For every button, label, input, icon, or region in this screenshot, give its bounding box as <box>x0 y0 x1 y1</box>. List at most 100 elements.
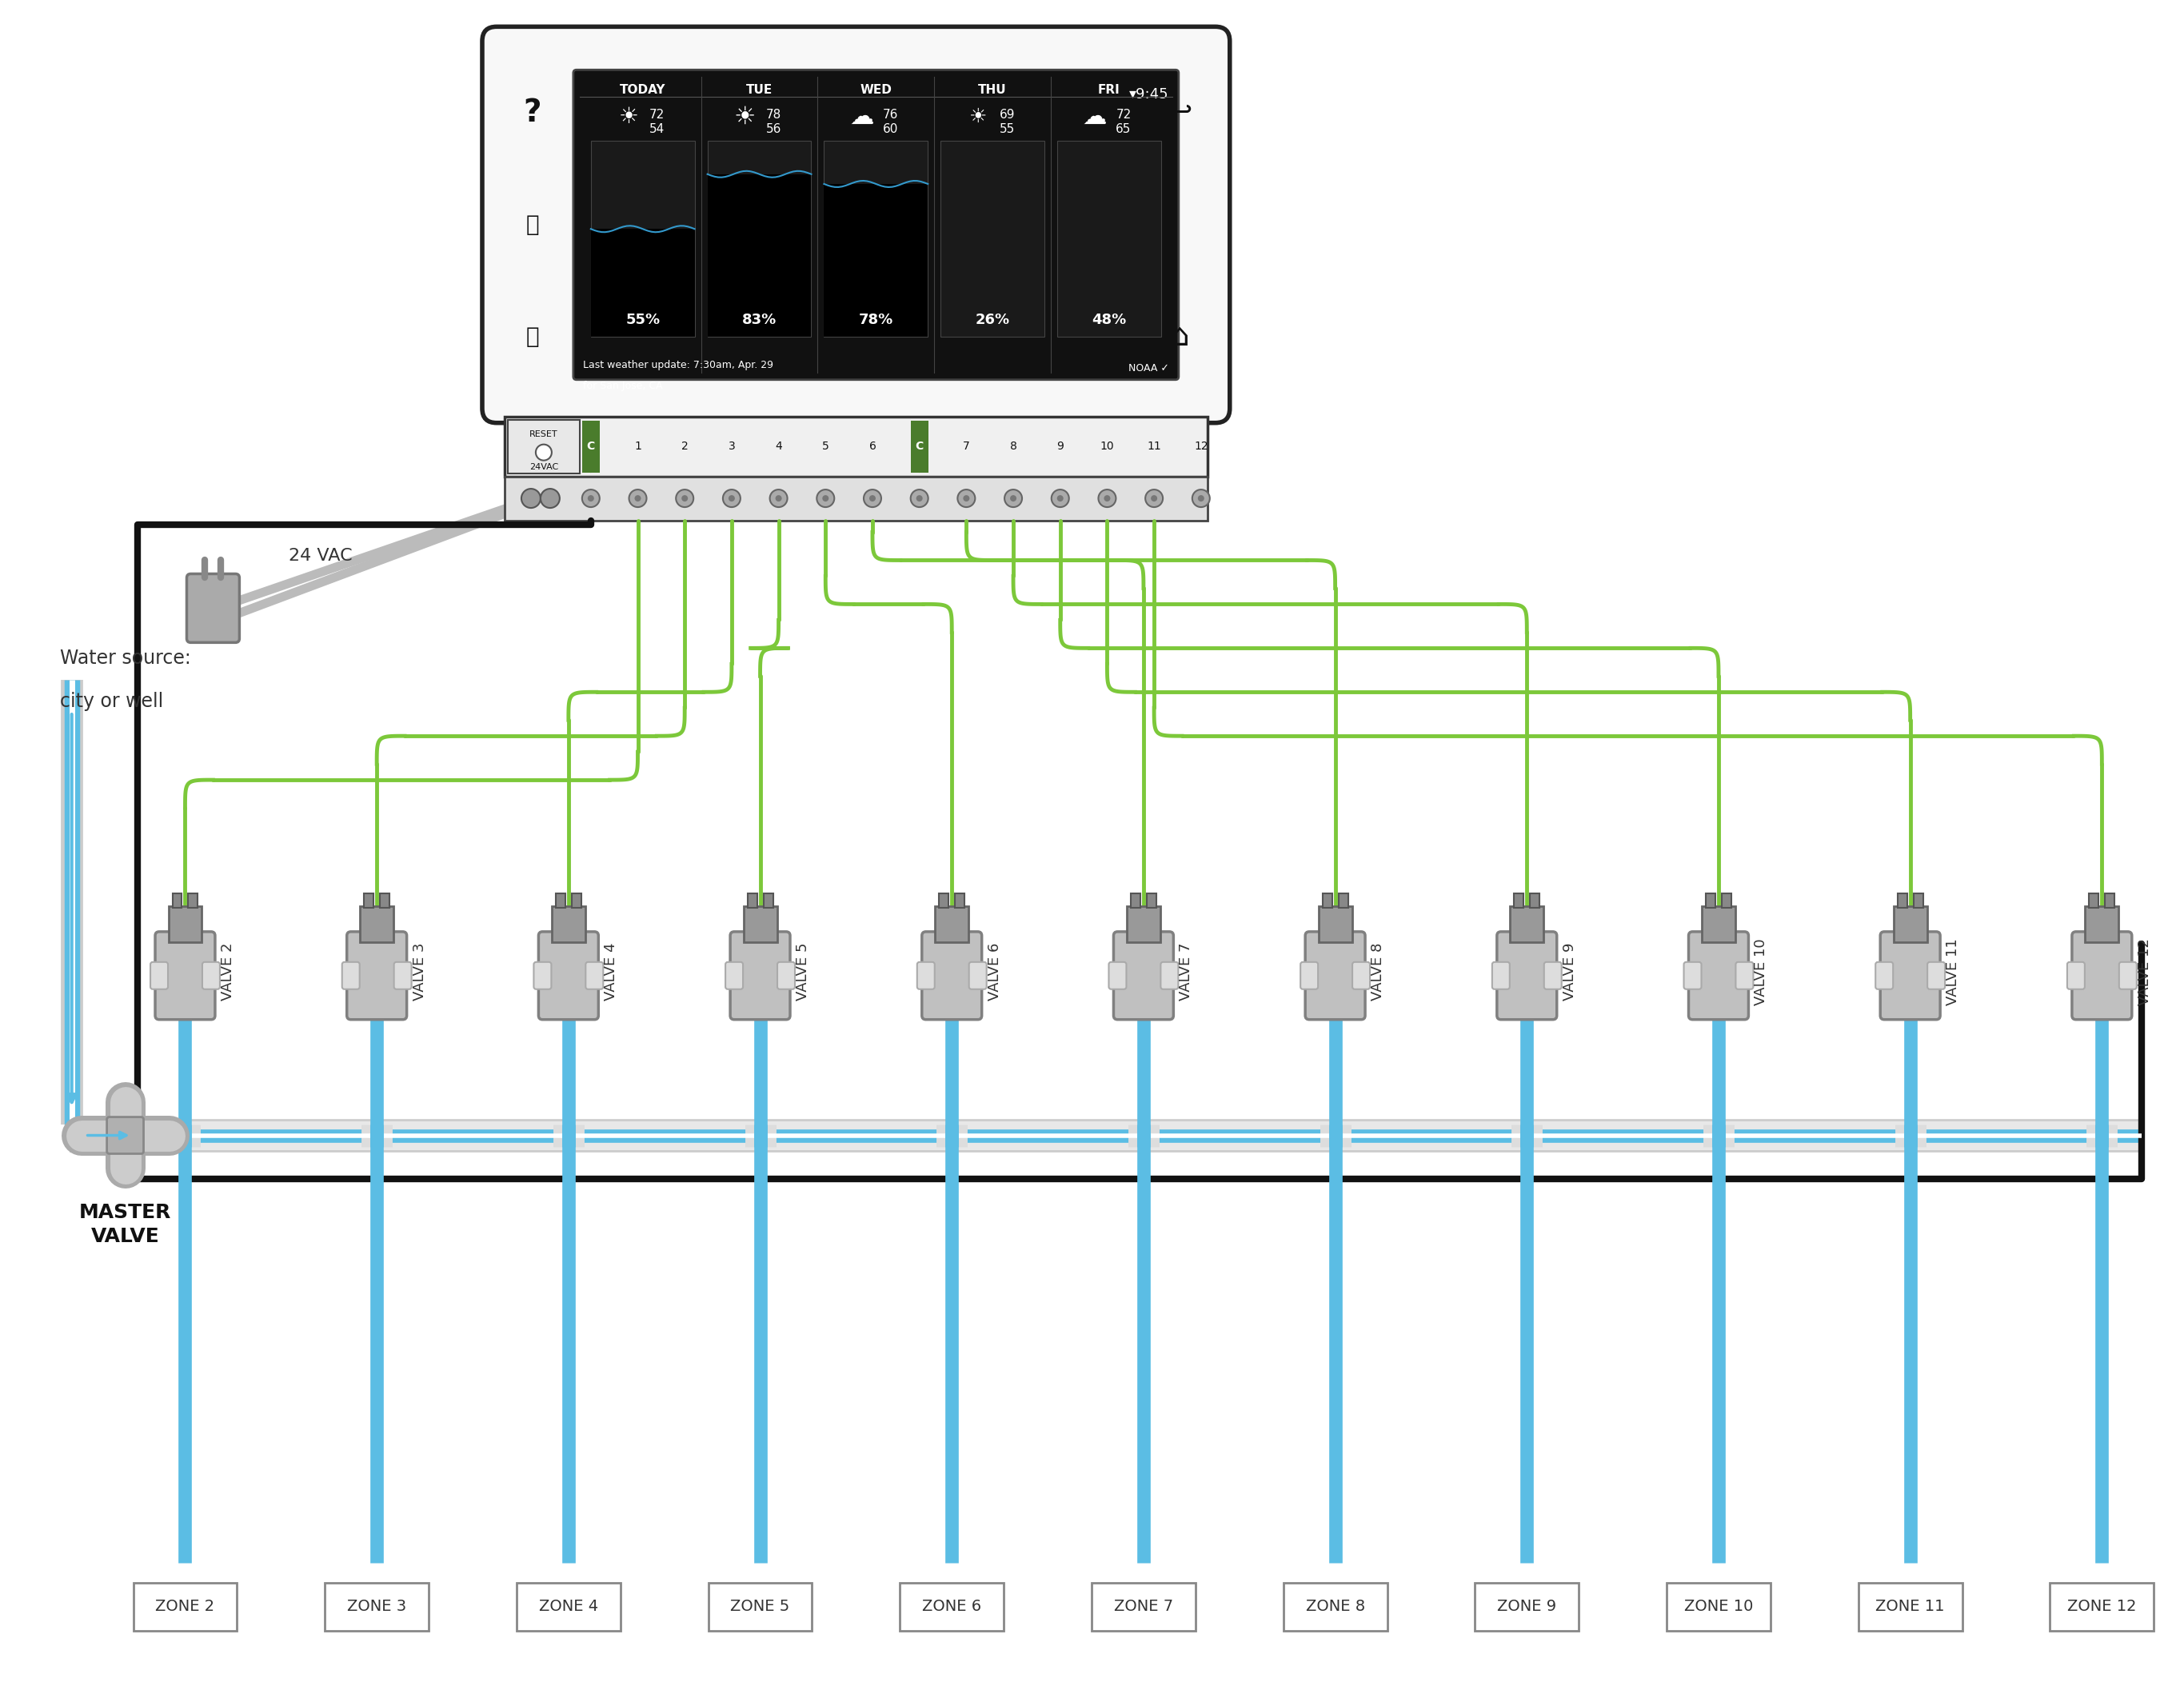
FancyBboxPatch shape <box>725 962 743 989</box>
FancyBboxPatch shape <box>533 962 550 989</box>
Text: VALVE 6: VALVE 6 <box>987 943 1002 1001</box>
Circle shape <box>1192 490 1210 507</box>
Text: VALVE 3: VALVE 3 <box>413 943 426 1001</box>
Bar <box>188 894 199 907</box>
Bar <box>572 894 581 907</box>
FancyBboxPatch shape <box>1160 962 1177 989</box>
Bar <box>1324 894 1332 907</box>
Text: 56: 56 <box>767 123 782 136</box>
Bar <box>2105 894 2114 907</box>
Text: VALVE 4: VALVE 4 <box>605 943 618 1001</box>
Bar <box>1514 894 1524 907</box>
Circle shape <box>675 490 695 507</box>
Bar <box>1339 894 1348 907</box>
Bar <box>1127 905 1160 943</box>
Text: ZONE 4: ZONE 4 <box>539 1600 598 1613</box>
Text: RESET: RESET <box>529 431 557 439</box>
Bar <box>553 905 585 943</box>
Bar <box>1474 1583 1579 1631</box>
Text: Water source:: Water source: <box>59 648 190 669</box>
Text: VALVE 5: VALVE 5 <box>795 943 810 1001</box>
Bar <box>935 905 970 943</box>
Bar <box>1894 905 1926 943</box>
FancyBboxPatch shape <box>151 962 168 989</box>
FancyBboxPatch shape <box>778 962 795 989</box>
Text: THU: THU <box>978 83 1007 97</box>
Bar <box>2090 894 2099 907</box>
Text: ZONE 9: ZONE 9 <box>1498 1600 1557 1613</box>
Text: ☁: ☁ <box>1083 106 1107 129</box>
Bar <box>505 477 1208 521</box>
FancyBboxPatch shape <box>970 962 987 989</box>
Bar <box>592 230 695 337</box>
Text: VALVE 10: VALVE 10 <box>1754 938 1769 1006</box>
Text: ZONE 11: ZONE 11 <box>1876 1600 1944 1613</box>
Text: 65: 65 <box>1116 123 1131 136</box>
Bar <box>380 894 389 907</box>
Text: 76: 76 <box>882 109 898 121</box>
Circle shape <box>917 495 922 502</box>
Bar <box>708 1583 812 1631</box>
Bar <box>1057 141 1162 337</box>
Bar <box>583 420 601 473</box>
Bar <box>133 1583 238 1631</box>
FancyBboxPatch shape <box>186 574 240 643</box>
Bar <box>173 894 181 907</box>
Bar <box>743 905 778 943</box>
Text: TUE: TUE <box>747 83 773 97</box>
Text: ZONE 8: ZONE 8 <box>1306 1600 1365 1613</box>
Text: ▾9:45: ▾9:45 <box>1129 87 1168 102</box>
Text: VALVE 7: VALVE 7 <box>1179 943 1192 1001</box>
Circle shape <box>1144 490 1162 507</box>
Text: 11: 11 <box>1147 441 1162 453</box>
FancyBboxPatch shape <box>1299 962 1317 989</box>
Text: ZONE 6: ZONE 6 <box>922 1600 981 1613</box>
Circle shape <box>681 495 688 502</box>
Bar <box>823 141 928 337</box>
Bar <box>507 420 579 473</box>
Text: WED: WED <box>860 83 891 97</box>
Circle shape <box>911 490 928 507</box>
Bar <box>954 894 965 907</box>
Text: 72: 72 <box>649 109 664 121</box>
FancyBboxPatch shape <box>585 962 603 989</box>
Text: 7: 7 <box>963 441 970 453</box>
Text: 24VAC: 24VAC <box>529 463 559 471</box>
FancyBboxPatch shape <box>922 931 983 1019</box>
Text: VALVE 2: VALVE 2 <box>221 943 236 1001</box>
Bar <box>911 420 928 473</box>
Text: 69: 69 <box>998 109 1016 121</box>
Text: 54: 54 <box>649 123 664 136</box>
Text: NOAA ✓: NOAA ✓ <box>1129 363 1168 373</box>
Text: ☁: ☁ <box>850 106 874 129</box>
Circle shape <box>1099 490 1116 507</box>
Bar <box>1913 894 1922 907</box>
Text: C: C <box>915 441 924 453</box>
Circle shape <box>636 495 640 502</box>
Text: ZONE 7: ZONE 7 <box>1114 1600 1173 1613</box>
Text: 🔧: 🔧 <box>526 325 539 347</box>
Text: 5: 5 <box>821 441 830 453</box>
FancyBboxPatch shape <box>2118 962 2136 989</box>
Bar <box>325 1583 428 1631</box>
Circle shape <box>1197 495 1203 502</box>
Bar <box>360 905 393 943</box>
Text: VALVE 11: VALVE 11 <box>1946 938 1961 1006</box>
Circle shape <box>1103 495 1109 502</box>
Bar <box>1531 894 1540 907</box>
Bar <box>1509 905 1544 943</box>
Bar <box>555 894 566 907</box>
Text: ⌂: ⌂ <box>1171 322 1190 352</box>
Bar <box>1092 1583 1195 1631</box>
Text: 2: 2 <box>681 441 688 453</box>
Bar <box>505 417 1208 477</box>
FancyBboxPatch shape <box>1544 962 1562 989</box>
FancyBboxPatch shape <box>1496 931 1557 1019</box>
Text: 78: 78 <box>767 109 782 121</box>
Circle shape <box>1051 490 1068 507</box>
Text: ZONE 12: ZONE 12 <box>2068 1600 2136 1613</box>
Text: 10: 10 <box>1101 441 1114 453</box>
FancyBboxPatch shape <box>1876 962 1894 989</box>
FancyBboxPatch shape <box>1352 962 1369 989</box>
Text: ZONE 2: ZONE 2 <box>155 1600 214 1613</box>
